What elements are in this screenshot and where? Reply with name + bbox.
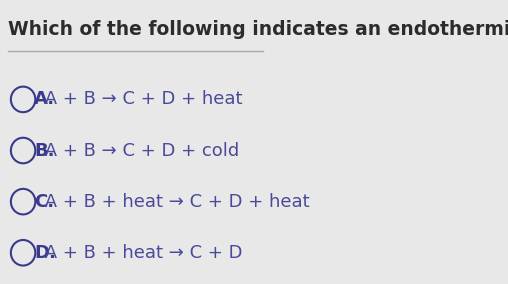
Text: A + B → C + D + cold: A + B → C + D + cold	[40, 141, 240, 160]
Text: C.: C.	[34, 193, 54, 211]
Text: A + B + heat → C + D: A + B + heat → C + D	[40, 244, 243, 262]
Text: A.: A.	[34, 90, 55, 108]
Text: D.: D.	[34, 244, 56, 262]
Text: Which of the following indicates an endothermic reaction?: Which of the following indicates an endo…	[8, 20, 508, 39]
Text: A + B → C + D + heat: A + B → C + D + heat	[40, 90, 243, 108]
Text: B.: B.	[34, 141, 54, 160]
Text: A + B + heat → C + D + heat: A + B + heat → C + D + heat	[40, 193, 310, 211]
